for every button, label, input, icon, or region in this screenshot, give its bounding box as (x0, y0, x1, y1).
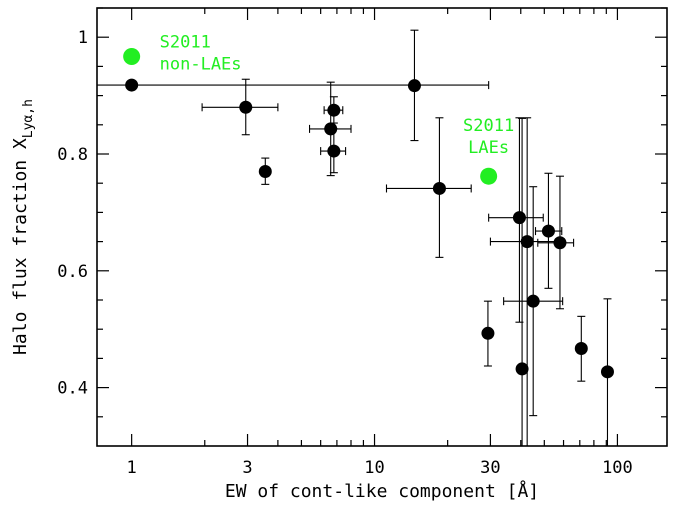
x-tick-label: 30 (480, 458, 500, 478)
y-tick-label: 0.8 (57, 145, 88, 165)
data-point (239, 100, 253, 114)
data-point (526, 294, 540, 308)
y-tick-label: 0.4 (57, 379, 88, 399)
data-point (541, 224, 555, 238)
reference-label: non-LAEs (160, 54, 242, 74)
plot-frame (96, 7, 668, 447)
data-point (324, 122, 338, 136)
data-point (574, 341, 588, 355)
x-tick-label: 1 (127, 458, 137, 478)
y-axis-label: Halo flux fraction XLyα,h (10, 99, 36, 355)
reference-point (123, 47, 141, 65)
reference-point (480, 167, 498, 185)
y-axis-label-main: Halo flux fraction X (10, 138, 31, 355)
reference-label: S2011 (463, 116, 514, 136)
x-tick-label: 3 (242, 458, 252, 478)
data-point (481, 326, 495, 340)
error-bars (97, 29, 612, 446)
data-point (553, 236, 567, 250)
data-point (125, 78, 139, 92)
data-point (515, 362, 529, 376)
y-tick-label: 0.6 (57, 262, 88, 282)
data-point (520, 235, 534, 249)
reference-label: S2011 (160, 32, 211, 52)
x-tick-label: 10 (364, 458, 384, 478)
data-point (600, 365, 614, 379)
reference-label: LAEs (468, 138, 509, 158)
data-point (432, 181, 446, 195)
data-point (327, 103, 341, 117)
x-axis-label: EW of cont-like component [Å] (225, 480, 539, 502)
y-axis-label-subscript: Lyα,h (21, 99, 36, 138)
data-point (512, 211, 526, 225)
data-points (125, 78, 614, 379)
data-point (407, 79, 421, 93)
axis-tick-labels: 1 3 10 30 100 0.4 0.6 0.8 1 (57, 28, 633, 478)
axis-ticks (97, 7, 667, 446)
x-tick-label: 100 (602, 458, 633, 478)
data-point (258, 165, 272, 179)
data-point (327, 144, 341, 158)
y-tick-label: 1 (78, 28, 88, 48)
